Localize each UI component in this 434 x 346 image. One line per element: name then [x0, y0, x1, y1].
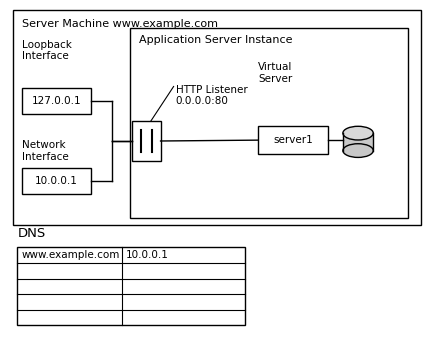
- Text: server1: server1: [273, 135, 313, 145]
- Ellipse shape: [343, 126, 373, 140]
- Bar: [17, 247, 245, 325]
- Text: HTTP Listener
0.0.0.0:80: HTTP Listener 0.0.0.0:80: [176, 85, 247, 106]
- Text: Loopback
Interface: Loopback Interface: [22, 40, 72, 61]
- Bar: [258, 126, 328, 154]
- Text: Network
Interface: Network Interface: [22, 140, 69, 162]
- Bar: [343, 133, 373, 151]
- Text: 10.0.0.1: 10.0.0.1: [126, 250, 169, 260]
- Bar: [22, 168, 91, 194]
- Text: DNS: DNS: [17, 227, 46, 240]
- Bar: [130, 28, 408, 218]
- Bar: [13, 10, 421, 225]
- Bar: [22, 88, 91, 114]
- Text: Virtual
Server: Virtual Server: [258, 62, 293, 84]
- Text: Server Machine www.example.com: Server Machine www.example.com: [22, 19, 218, 29]
- Ellipse shape: [343, 144, 373, 157]
- Text: www.example.com: www.example.com: [22, 250, 120, 260]
- Text: 10.0.0.1: 10.0.0.1: [35, 176, 78, 186]
- Text: Application Server Instance: Application Server Instance: [139, 35, 293, 45]
- Text: 127.0.0.1: 127.0.0.1: [32, 96, 81, 106]
- Bar: [132, 121, 161, 161]
